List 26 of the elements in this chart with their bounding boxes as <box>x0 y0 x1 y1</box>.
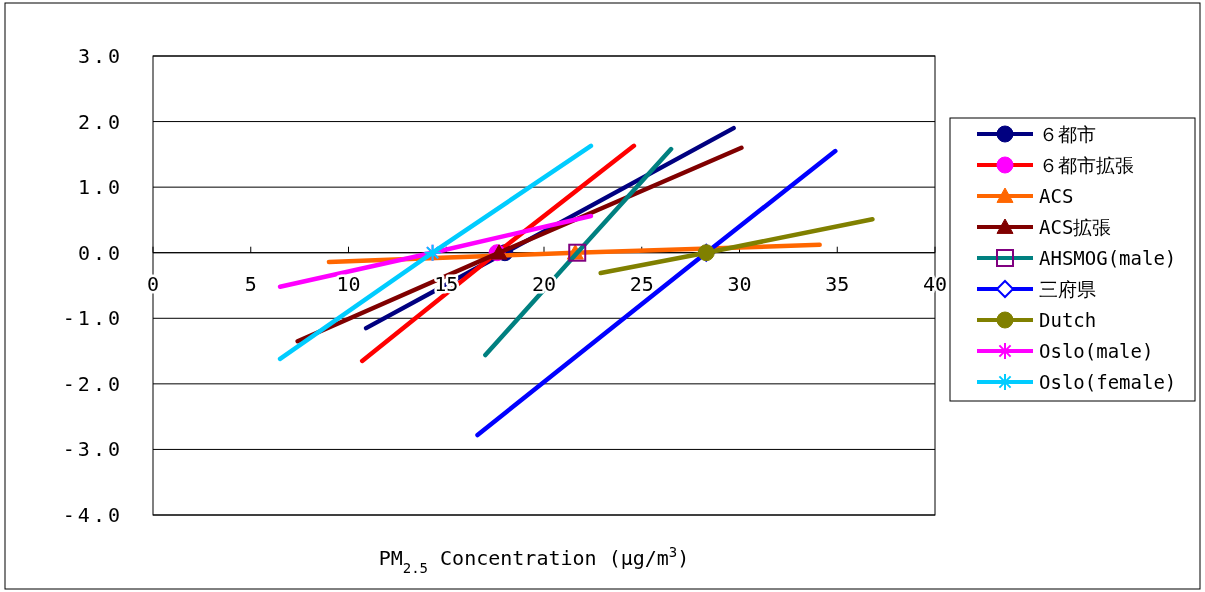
x-tick-label: 5 <box>244 271 257 296</box>
legend-label: Oslo(female) <box>1039 370 1177 393</box>
legend-label: 三府県 <box>1039 277 1096 300</box>
x-tick-label: 25 <box>629 271 654 296</box>
legend-label: Oslo(male) <box>1039 339 1154 362</box>
legend-label: ACS拡張 <box>1039 215 1112 238</box>
x-tick-label: 0 <box>146 271 160 296</box>
x-tick-label: 30 <box>727 271 752 296</box>
y-tick-label: 2.0 <box>77 109 123 134</box>
y-tick-label: -3.0 <box>62 437 123 462</box>
y-tick-label: -4.0 <box>62 503 123 527</box>
x-tick-label: 40 <box>922 271 948 296</box>
legend-label: ６都市拡張 <box>1039 153 1134 176</box>
y-tick-label: 3.0 <box>77 44 123 68</box>
x-tick-label: 35 <box>825 271 850 296</box>
y-tick-label: -2.0 <box>62 371 123 396</box>
x-axis-title: PM$_{2.5}$ Concentration (µg/m$^{3}$) <box>378 544 690 576</box>
legend-label: ６都市 <box>1039 122 1096 145</box>
y-tick-label: -1.0 <box>62 306 123 331</box>
y-tick-label: 1.0 <box>77 175 123 200</box>
y-tick-label: 0.0 <box>77 240 123 265</box>
legend-label: Dutch <box>1039 308 1097 331</box>
x-tick-label: 10 <box>336 271 361 296</box>
x-tick-label: 15 <box>434 271 459 296</box>
legend-label: ACS <box>1039 184 1074 207</box>
legend-label: AHSMOG(male) <box>1039 246 1177 269</box>
